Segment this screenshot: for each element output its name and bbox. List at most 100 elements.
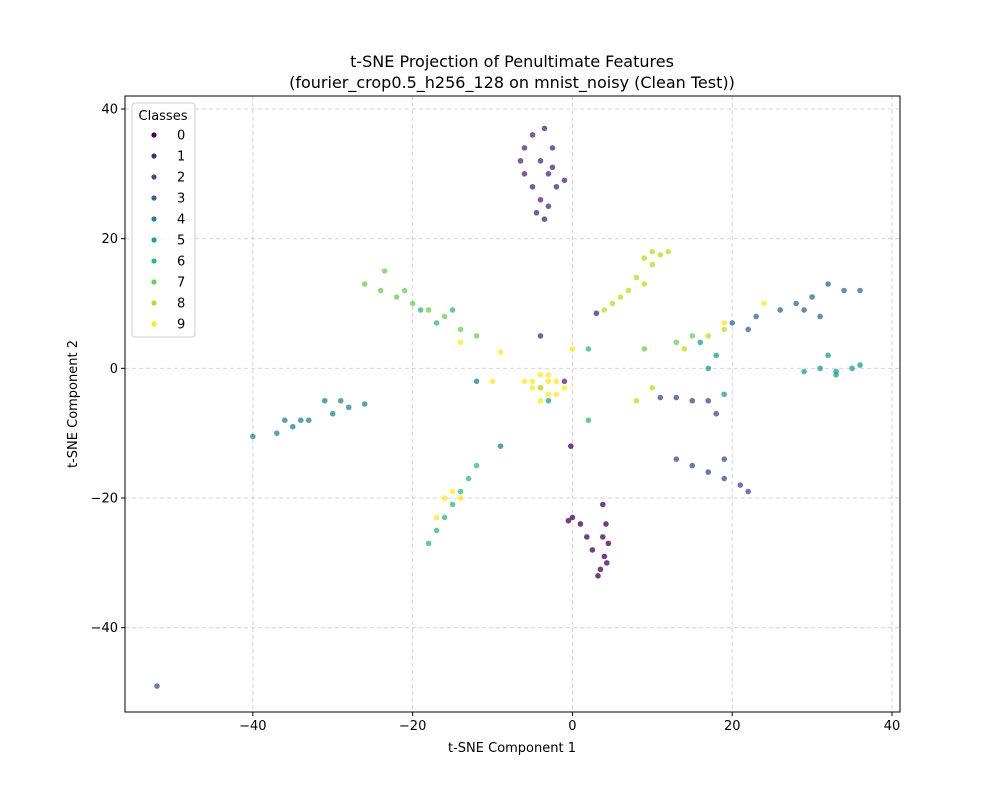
data-point	[465, 475, 472, 482]
data-point	[585, 417, 592, 424]
data-point	[721, 326, 728, 333]
legend-marker-7	[151, 279, 157, 285]
data-point	[589, 547, 596, 553]
data-point	[545, 171, 552, 177]
data-point	[599, 501, 606, 508]
legend-marker-3	[151, 195, 157, 201]
legend-label-2: 2	[177, 171, 185, 186]
series-class-1	[517, 125, 600, 385]
data-point	[425, 307, 432, 313]
data-point	[393, 294, 400, 300]
data-point	[641, 281, 648, 287]
legend: Classes 0 1 2 3 4 5 6 7 8 9	[131, 102, 196, 338]
data-point	[449, 501, 456, 508]
data-point	[603, 521, 609, 527]
legend-marker-4	[151, 216, 157, 222]
data-point	[745, 488, 751, 495]
data-point	[849, 365, 855, 372]
data-point	[529, 183, 536, 190]
grid-lines	[125, 96, 900, 712]
data-point	[809, 294, 815, 300]
data-point	[601, 307, 608, 313]
data-point	[473, 333, 480, 339]
data-point	[568, 443, 574, 449]
data-point	[457, 339, 464, 346]
data-point	[673, 394, 680, 401]
data-point	[337, 397, 344, 404]
y-tick-label: 0	[110, 362, 118, 377]
data-point	[441, 313, 448, 320]
data-point	[321, 397, 328, 404]
data-point	[521, 171, 528, 177]
data-point	[517, 158, 524, 164]
data-point	[541, 216, 548, 222]
data-point	[737, 482, 744, 488]
x-axis-label: t-SNE Component 1	[448, 741, 576, 756]
legend-label-1: 1	[177, 150, 185, 165]
data-point	[549, 145, 556, 151]
legend-marker-8	[151, 300, 157, 306]
data-point	[553, 378, 560, 385]
series-class-8	[601, 248, 728, 404]
series-class-9	[433, 300, 767, 521]
legend-box	[131, 102, 196, 338]
legend-label-4: 4	[177, 213, 185, 228]
data-point	[409, 300, 416, 307]
series-class-0	[565, 443, 612, 579]
data-point	[817, 313, 823, 320]
data-point	[649, 384, 656, 391]
data-point	[657, 252, 664, 258]
legend-label-6: 6	[177, 255, 185, 270]
data-point	[649, 248, 656, 255]
data-point	[529, 384, 536, 391]
data-point	[545, 372, 552, 378]
data-point	[561, 378, 568, 385]
data-point	[545, 391, 552, 398]
data-point	[569, 346, 576, 352]
data-point	[705, 333, 712, 339]
data-point	[801, 307, 807, 313]
data-point	[841, 287, 847, 294]
data-point	[857, 362, 863, 368]
data-point	[497, 349, 504, 355]
data-point	[585, 346, 592, 352]
data-point	[473, 462, 480, 469]
data-point	[449, 307, 456, 313]
data-point	[529, 132, 536, 138]
data-point	[665, 248, 672, 255]
data-point	[441, 514, 448, 521]
data-point	[537, 397, 544, 404]
data-point	[705, 397, 712, 404]
legend-label-7: 7	[177, 276, 185, 291]
data-point	[729, 320, 736, 326]
data-point	[250, 433, 256, 440]
data-point	[361, 401, 368, 407]
data-point	[825, 281, 831, 287]
data-point	[753, 313, 759, 320]
data-point	[377, 287, 384, 294]
legend-marker-0	[151, 132, 157, 138]
series-class-2	[154, 394, 751, 689]
data-point	[489, 378, 496, 385]
data-point	[595, 573, 601, 579]
data-point	[633, 274, 640, 281]
data-point	[569, 514, 576, 521]
data-point	[793, 300, 799, 307]
legend-marker-6	[151, 258, 157, 264]
data-point	[441, 495, 448, 501]
legend-items: 0 1 2 3 4 5 6 7 8 9	[151, 129, 185, 333]
data-point	[401, 287, 408, 294]
data-point	[857, 287, 863, 294]
data-point	[777, 307, 783, 313]
data-point	[457, 326, 464, 333]
data-point	[329, 410, 336, 417]
series-class-4	[250, 378, 504, 449]
data-points	[154, 125, 863, 689]
series-class-6	[417, 307, 592, 547]
data-point	[721, 456, 728, 462]
legend-label-5: 5	[177, 234, 185, 249]
data-point	[633, 397, 640, 404]
data-point	[433, 527, 440, 534]
data-point	[673, 339, 680, 346]
data-point	[689, 333, 696, 339]
